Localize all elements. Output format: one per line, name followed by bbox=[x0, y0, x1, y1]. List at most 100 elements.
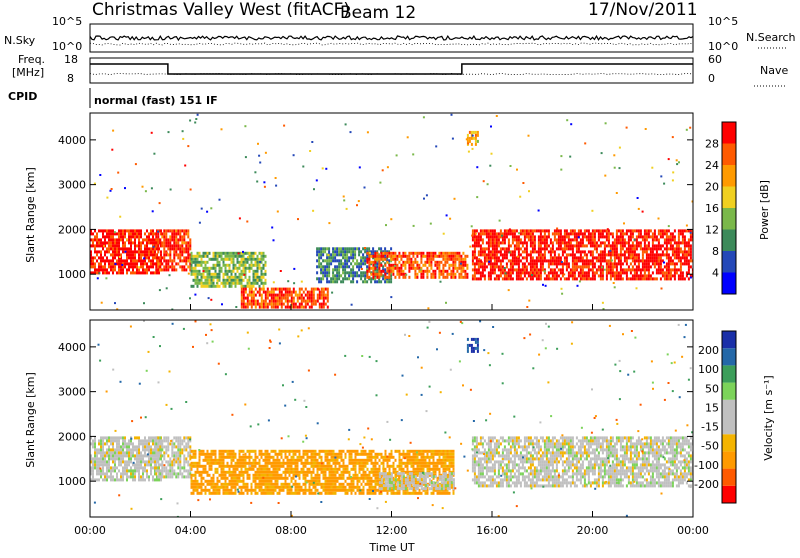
heatmap-cell bbox=[177, 436, 179, 439]
heatmap-cell bbox=[630, 277, 632, 280]
heatmap-cell bbox=[325, 456, 327, 459]
heatmap-cell bbox=[326, 265, 328, 268]
heatmap-cell bbox=[332, 256, 334, 259]
heatmap-cell bbox=[181, 475, 183, 478]
heatmap-cell bbox=[546, 229, 548, 232]
heatmap-cell bbox=[114, 469, 116, 472]
heatmap-cell bbox=[512, 271, 514, 274]
heatmap-cell bbox=[118, 271, 120, 274]
heatmap-cell bbox=[468, 151, 470, 153]
heatmap-cell bbox=[98, 241, 100, 244]
heatmap-cell bbox=[237, 480, 239, 483]
heatmap-cell bbox=[518, 244, 520, 247]
heatmap-cell bbox=[686, 259, 688, 262]
heatmap-cell bbox=[249, 474, 251, 477]
heatmap-cell bbox=[600, 250, 602, 253]
heatmap-cell bbox=[223, 483, 225, 486]
heatmap-cell bbox=[157, 262, 159, 265]
heatmap-cell bbox=[428, 258, 430, 261]
heatmap-cell bbox=[576, 250, 578, 253]
heatmap-cell bbox=[500, 247, 502, 250]
heatmap-cell bbox=[494, 253, 496, 256]
heatmap-cell bbox=[303, 483, 305, 486]
heatmap-cell bbox=[207, 462, 209, 465]
heatmap-cell bbox=[195, 474, 197, 477]
heatmap-cell bbox=[664, 277, 666, 280]
heatmap-cell bbox=[185, 259, 187, 262]
heatmap-cell bbox=[622, 232, 624, 235]
heatmap-cell bbox=[163, 451, 165, 454]
heatmap-cell bbox=[404, 255, 406, 258]
heatmap-cell bbox=[291, 450, 293, 453]
heatmap-cell bbox=[620, 229, 622, 232]
heatmap-cell bbox=[666, 238, 668, 241]
heatmap-cell bbox=[253, 255, 255, 258]
heatmap-cell bbox=[293, 459, 295, 462]
heatmap-cell bbox=[136, 265, 138, 268]
heatmap-cell bbox=[215, 456, 217, 459]
heatmap-cell bbox=[500, 265, 502, 268]
heatmap-cell bbox=[153, 153, 155, 155]
heatmap-cell bbox=[390, 252, 392, 255]
heatmap-cell bbox=[630, 235, 632, 238]
heatmap-cell bbox=[313, 450, 315, 453]
heatmap-cell bbox=[243, 465, 245, 468]
heatmap-cell bbox=[567, 243, 569, 245]
heatmap-cell bbox=[217, 285, 219, 288]
heatmap-cell bbox=[146, 229, 148, 232]
heatmap-cell bbox=[390, 267, 392, 270]
heatmap-cell bbox=[259, 306, 261, 309]
heatmap-cell bbox=[606, 253, 608, 256]
heatmap-cell bbox=[231, 474, 233, 477]
heatmap-cell bbox=[148, 247, 150, 250]
heatmap-cell bbox=[243, 297, 245, 300]
heatmap-cell bbox=[530, 238, 532, 241]
heatmap-cell bbox=[144, 469, 146, 472]
heatmap-cell bbox=[628, 268, 630, 271]
heatmap-cell bbox=[580, 268, 582, 271]
heatmap-cell bbox=[134, 241, 136, 244]
heatmap-cell bbox=[584, 262, 586, 265]
heatmap-cell bbox=[175, 238, 177, 241]
heatmap-cell bbox=[423, 116, 425, 118]
heatmap-cell bbox=[213, 258, 215, 261]
heatmap-cell bbox=[229, 471, 231, 474]
heatmap-cell bbox=[564, 232, 566, 235]
heatmap-cell bbox=[494, 262, 496, 265]
heatmap-cell bbox=[140, 253, 142, 256]
heatmap-cell bbox=[320, 280, 322, 283]
heatmap-cell bbox=[538, 277, 540, 280]
heatmap-cell bbox=[215, 252, 217, 255]
heatmap-cell bbox=[193, 483, 195, 486]
heatmap-cell bbox=[408, 252, 410, 255]
heatmap-cell bbox=[279, 297, 281, 300]
heatmap-cell bbox=[464, 273, 466, 276]
heatmap-cell bbox=[152, 259, 154, 262]
heatmap-cell bbox=[564, 235, 566, 238]
heatmap-cell bbox=[514, 247, 516, 250]
heatmap-cell bbox=[110, 253, 112, 256]
heatmap-cell bbox=[156, 478, 158, 481]
heatmap-cell bbox=[197, 258, 199, 261]
heatmap-cell bbox=[169, 475, 171, 478]
heatmap-cell bbox=[319, 474, 321, 477]
heatmap-cell bbox=[267, 474, 269, 477]
heatmap-cell bbox=[630, 250, 632, 253]
heatmap-cell bbox=[146, 256, 148, 259]
heatmap-cell bbox=[594, 277, 596, 280]
heatmap-cell bbox=[387, 166, 389, 168]
heatmap-cell bbox=[138, 235, 140, 238]
heatmap-cell bbox=[652, 244, 654, 247]
heatmap-cell bbox=[104, 259, 106, 262]
heatmap-cell bbox=[136, 250, 138, 253]
heatmap-cell bbox=[152, 460, 154, 463]
heatmap-cell bbox=[598, 229, 600, 232]
heatmap-cell bbox=[514, 235, 516, 238]
heatmap-cell bbox=[165, 235, 167, 238]
heatmap-cell bbox=[438, 255, 440, 258]
heatmap-cell bbox=[530, 241, 532, 244]
heatmap-cell bbox=[324, 274, 326, 277]
heatmap-cell bbox=[126, 256, 128, 259]
heatmap-cell bbox=[666, 268, 668, 271]
heatmap-cell bbox=[293, 462, 295, 465]
